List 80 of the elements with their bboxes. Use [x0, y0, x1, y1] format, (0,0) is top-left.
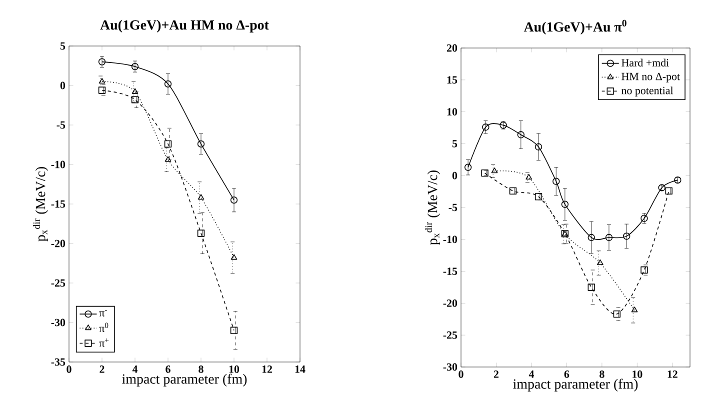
legend-label: Hard +mdi	[622, 58, 669, 66]
x-tick-label: 4	[528, 370, 534, 378]
x-tick-label: 0	[66, 366, 72, 373]
x-tick-label: 4	[132, 366, 138, 373]
legend-label: π$^{0}$	[99, 322, 108, 332]
point	[605, 234, 613, 242]
point	[665, 187, 672, 194]
y-tick-label: 5	[60, 42, 66, 50]
point	[482, 124, 490, 131]
y-tick-label: -15	[51, 200, 66, 208]
y-tick-label: -30	[443, 363, 458, 371]
x-tick-label: 8	[600, 370, 604, 378]
y-tick-label: -5	[448, 204, 458, 212]
point	[230, 326, 238, 334]
y-tick-label: -25	[443, 331, 458, 339]
point	[481, 169, 488, 177]
point	[552, 178, 560, 185]
point	[197, 140, 205, 148]
point	[198, 194, 204, 200]
point	[509, 187, 517, 194]
y-tick-label: -5	[56, 121, 66, 129]
y-tick-label: -15	[443, 268, 458, 275]
y-tick-label: -20	[51, 240, 66, 248]
x-tick-label: 8	[198, 366, 204, 373]
x-tick-label: 6	[564, 370, 570, 378]
y-tick-label: -10	[51, 160, 66, 168]
point	[464, 164, 472, 171]
point	[131, 96, 139, 104]
y-tick-label: -25	[51, 279, 66, 287]
point	[534, 193, 542, 200]
y-axis-title: p$_{x}$$^{dir}$ (MeV/c)	[33, 167, 48, 242]
x-tick-label: 0	[458, 370, 464, 378]
point	[588, 234, 595, 242]
point	[640, 266, 648, 274]
y-tick-label: 20	[446, 44, 458, 52]
point	[131, 62, 139, 70]
y-axis-title: p$_{x}$$^{dir}$ (MeV/c)	[425, 170, 440, 245]
chart-title: Au(1GeV)+Au HM no Δ-pot	[100, 20, 269, 32]
point	[197, 230, 205, 237]
x-tick-label: 12	[668, 370, 678, 378]
point	[526, 174, 532, 180]
y-tick-label: 15	[447, 76, 458, 84]
x-tick-label: 14	[295, 366, 306, 373]
x-axis-title: impact parameter (fm)	[122, 374, 247, 387]
x-tick-label: 2	[494, 370, 498, 378]
y-tick-label: 0	[60, 82, 66, 90]
y-tick-label: 0	[452, 172, 458, 180]
point	[597, 259, 604, 265]
y-tick-label: -10	[443, 236, 458, 244]
point	[230, 196, 238, 204]
legend-label: π$^{-}$	[99, 310, 107, 316]
x-tick-label: 12	[262, 366, 272, 373]
chart-title: Au(1GeV)+Au π$^{0}$	[524, 20, 626, 35]
y-tick-label: 5	[452, 140, 458, 148]
point	[164, 156, 172, 162]
y-tick-label: -35	[51, 358, 66, 366]
point	[640, 214, 648, 222]
point	[164, 140, 172, 148]
point	[517, 131, 524, 138]
x-tick-label: 10	[632, 370, 642, 378]
point	[631, 306, 638, 312]
y-tick-label: -30	[51, 318, 66, 326]
point	[230, 254, 238, 260]
point	[491, 168, 498, 174]
y-tick-label: 10	[447, 108, 458, 116]
legend-label: HM no Δ-pot	[622, 72, 680, 82]
point	[534, 143, 542, 150]
point	[613, 310, 620, 318]
x-axis-title: impact parameter (fm)	[513, 378, 638, 392]
point	[561, 200, 569, 208]
legend-label: π$^{+}$	[99, 338, 109, 347]
legend-label: no potential	[622, 86, 674, 96]
x-tick-label: 2	[100, 366, 104, 373]
y-tick-label: -20	[443, 300, 458, 307]
x-tick-label: 6	[166, 366, 170, 373]
x-tick-label: 10	[229, 366, 240, 373]
point	[132, 88, 138, 94]
point	[164, 80, 172, 88]
point	[623, 232, 630, 240]
point	[588, 284, 595, 291]
